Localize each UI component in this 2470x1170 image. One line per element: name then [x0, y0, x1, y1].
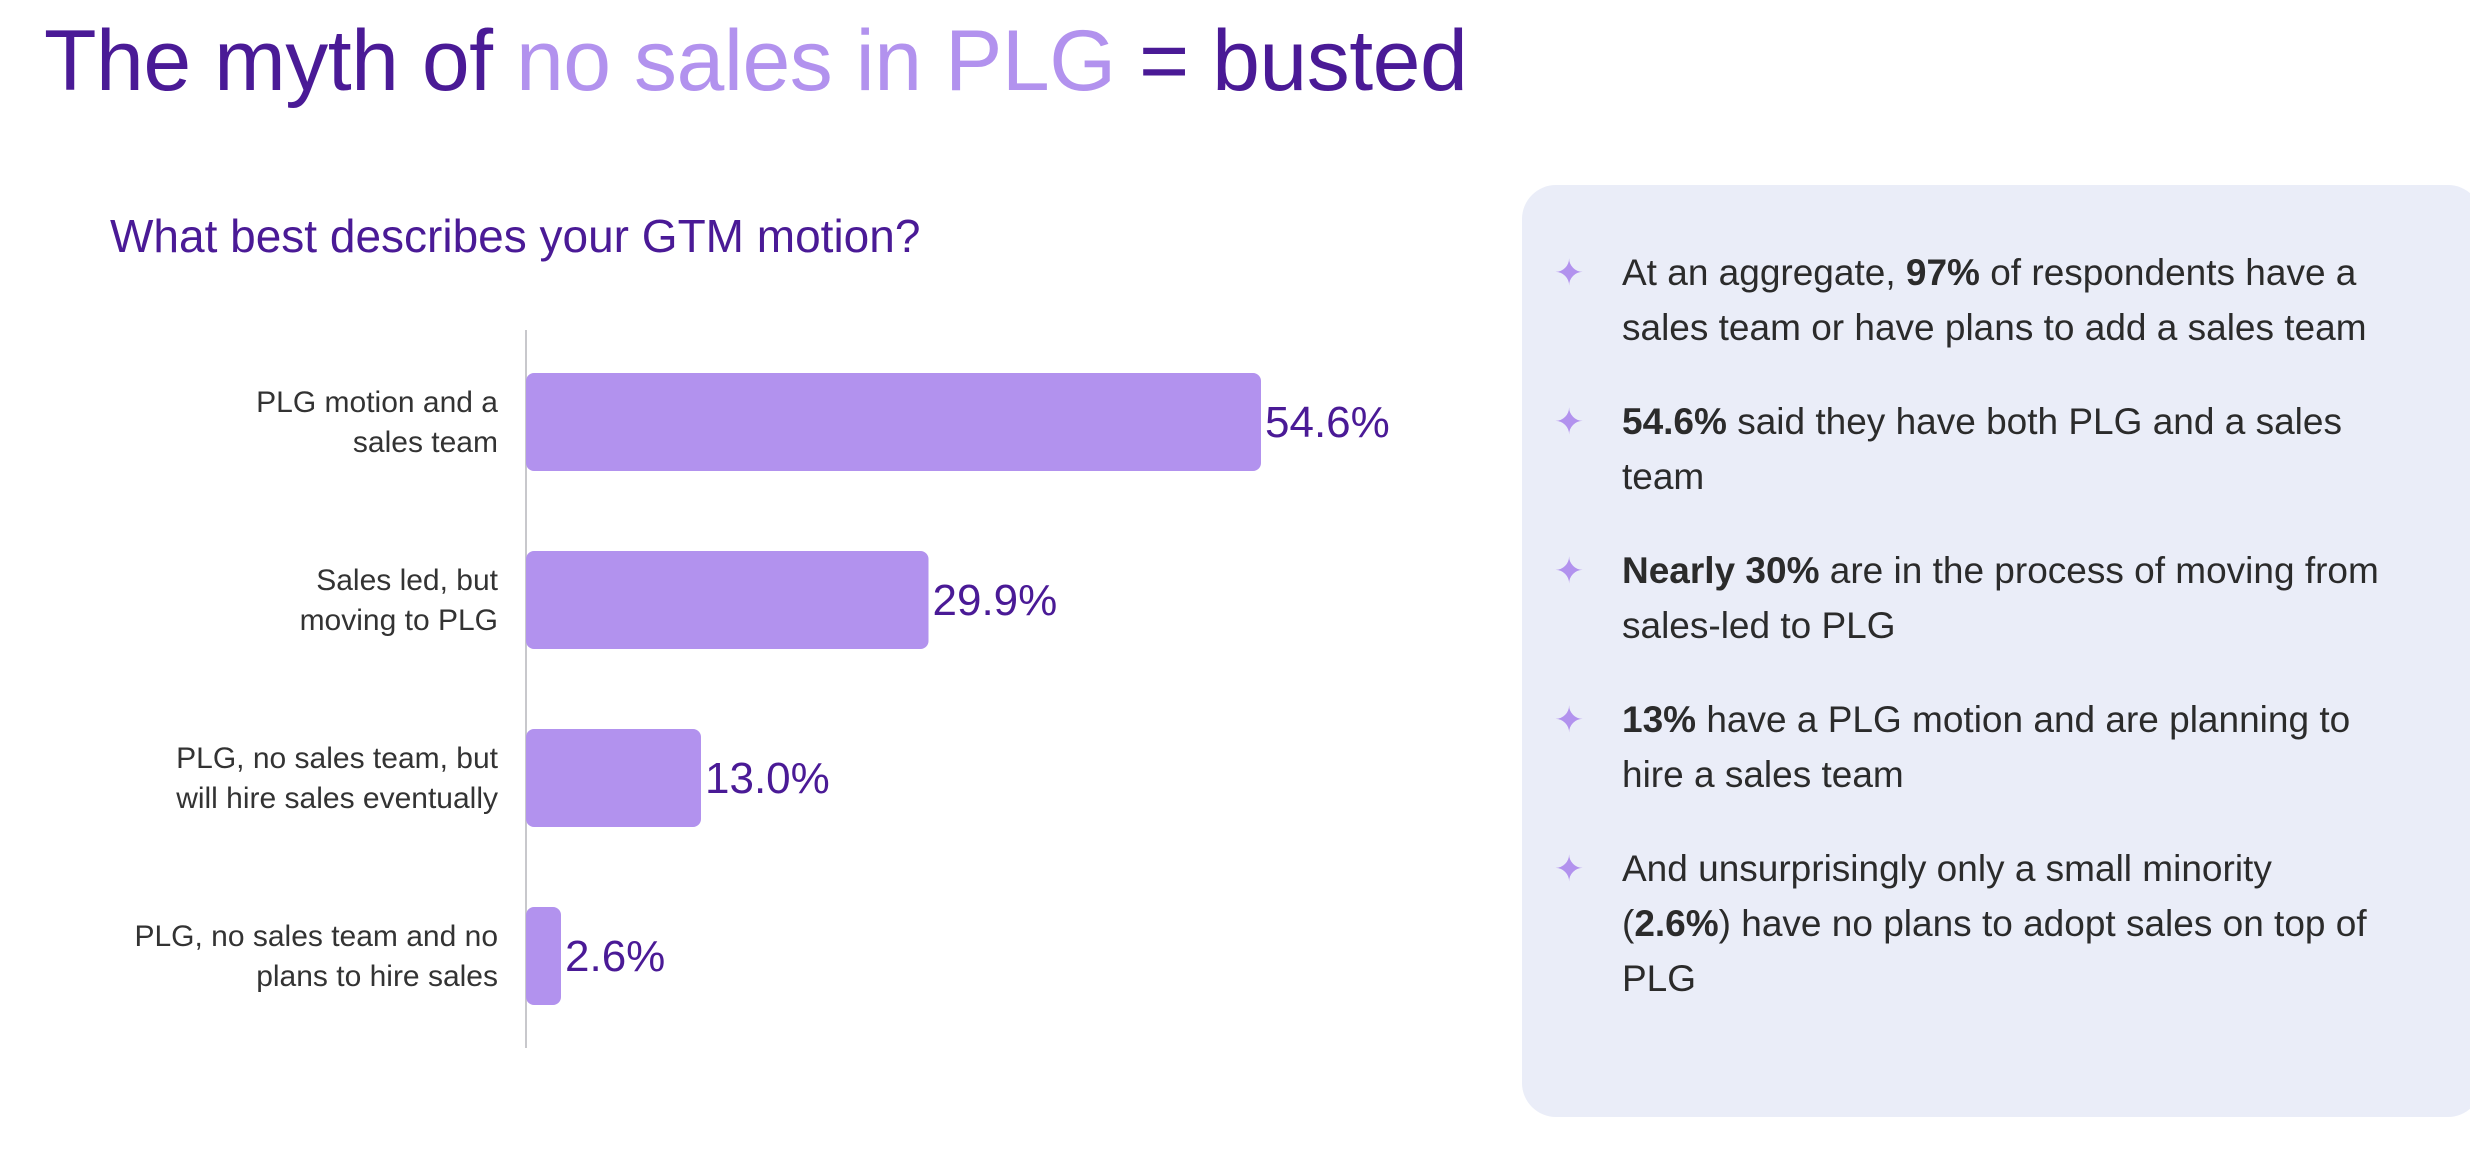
insights-list: ✦ At an aggregate, 97% of respondents hav…	[1554, 245, 2382, 1045]
insight-text-pre: And unsurprisingly only a small minority…	[1622, 848, 2272, 944]
insight-text-post: said they have both PLG and a sales team	[1622, 401, 2342, 497]
chart-title: What best describes your GTM motion?	[110, 210, 921, 262]
insight-item: ✦ 13% have a PLG motion and are planning …	[1554, 692, 2382, 802]
insight-text-post: of respondents have a sales team or have…	[1622, 252, 2367, 348]
insight-text-bold: 2.6%	[1634, 903, 1719, 944]
bar-value-label: 54.6%	[1265, 398, 1390, 447]
category-label: Sales led, but moving to PLG	[300, 564, 499, 637]
sparkle-icon: ✦	[1554, 848, 1585, 889]
insights-panel: ✦ At an aggregate, 97% of respondents hav…	[1522, 185, 2470, 1117]
insight-item: ✦ And unsurprisingly only a small minorit…	[1554, 841, 2382, 1006]
insight-item: ✦ At an aggregate, 97% of respondents hav…	[1554, 245, 2382, 355]
title-part-1: The myth of	[44, 13, 516, 109]
category-label: PLG, no sales team and no plans to hire s…	[134, 920, 498, 993]
bar-chart: 54.6% PLG motion and a sales team 29.9% Sale…	[134, 330, 1390, 1048]
bar-value-label: 29.9%	[933, 576, 1058, 625]
bar-value-label: 2.6%	[565, 932, 665, 981]
title-highlight: no sales in PLG	[515, 13, 1116, 109]
insight-text-post: ) have no plans to adopt sales on top of…	[1622, 903, 2367, 999]
insight-text-bold: 97%	[1905, 252, 1980, 293]
bar	[526, 551, 929, 649]
insight-text-post: are in the process of moving from sales-…	[1622, 550, 2379, 646]
bar	[526, 729, 701, 827]
title-part-2: = busted	[1115, 13, 1468, 109]
bar	[526, 373, 1261, 471]
insight-item: ✦ 54.6% said they have both PLG and a sal…	[1554, 394, 2382, 504]
category-label: PLG, no sales team, but will hire sales e…	[175, 742, 498, 815]
insight-text-bold: 54.6%	[1622, 401, 1727, 442]
bar	[526, 907, 561, 1005]
insight-item: ✦ Nearly 30% are in the process of moving…	[1554, 543, 2382, 653]
bar-value-label: 13.0%	[705, 754, 830, 803]
page-title: The myth of no sales in PLG = busted	[44, 6, 1468, 116]
sparkle-icon: ✦	[1554, 401, 1585, 442]
sparkle-icon: ✦	[1554, 699, 1585, 740]
insight-text-post: have a PLG motion and are planning to hi…	[1622, 699, 2351, 795]
sparkle-icon: ✦	[1554, 252, 1585, 293]
sparkle-icon: ✦	[1554, 550, 1585, 591]
insight-text-bold: Nearly 30%	[1622, 550, 1820, 591]
insight-text-bold: 13%	[1622, 699, 1697, 740]
insight-text-pre: At an aggregate,	[1622, 252, 1906, 293]
category-label: PLG motion and a sales team	[256, 386, 498, 459]
